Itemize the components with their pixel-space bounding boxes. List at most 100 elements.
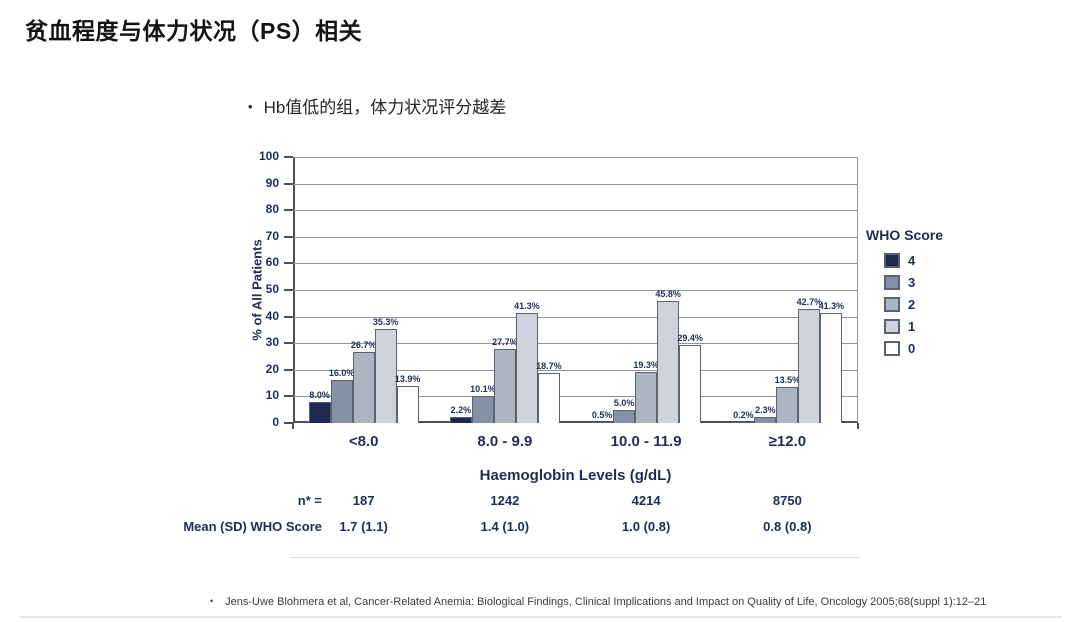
table-cell: 1.4 (1.0) bbox=[480, 519, 530, 534]
bullet-icon: • bbox=[248, 99, 253, 114]
citation-bullet-icon: • bbox=[210, 596, 214, 606]
y-axis-tick-label: 90 bbox=[265, 175, 279, 190]
legend-title: WHO Score bbox=[866, 227, 944, 243]
bar-value-label: 42.7% bbox=[796, 297, 823, 308]
bar-value-label: 16.0% bbox=[328, 368, 355, 379]
bar-value-label: 2.3% bbox=[755, 404, 776, 415]
legend-label: 3 bbox=[908, 275, 916, 290]
bar-value-label: 41.3% bbox=[514, 301, 540, 312]
table-row-label: n* = bbox=[297, 493, 322, 508]
bar bbox=[449, 417, 472, 423]
y-axis-tick-label: 40 bbox=[265, 308, 279, 323]
bar bbox=[798, 309, 821, 423]
bar-value-label: 26.7% bbox=[350, 339, 377, 350]
bar bbox=[493, 349, 516, 423]
y-axis-tick-label: 30 bbox=[265, 335, 279, 350]
x-axis-title: Haemoglobin Levels (g/dL) bbox=[479, 467, 672, 484]
bar bbox=[330, 380, 353, 423]
bar bbox=[515, 313, 538, 423]
x-axis-category-label: <8.0 bbox=[348, 433, 379, 450]
bar bbox=[591, 421, 614, 423]
y-axis-tick bbox=[284, 156, 293, 158]
y-axis-tick bbox=[284, 262, 293, 265]
bar bbox=[776, 387, 799, 423]
citation-text: Jens-Uwe Blohmera et al, Cancer-Related … bbox=[225, 596, 987, 608]
page-title: 贫血程度与体力状况（PS）相关 bbox=[25, 18, 363, 44]
bar bbox=[679, 344, 702, 423]
bar bbox=[732, 422, 755, 424]
y-axis-tick-label: 0 bbox=[272, 415, 279, 429]
x-axis-category-label: ≥12.0 bbox=[768, 433, 807, 450]
legend-label: 2 bbox=[908, 297, 916, 312]
bar-value-label: 2.2% bbox=[450, 405, 472, 416]
y-axis-tick-label: 50 bbox=[265, 282, 279, 296]
bar bbox=[613, 409, 636, 423]
table-divider bbox=[290, 557, 860, 558]
gridline bbox=[293, 369, 858, 371]
bar-value-label: 0.2% bbox=[733, 410, 754, 421]
y-axis-tick bbox=[284, 315, 293, 318]
y-axis-tick-label: 100 bbox=[258, 149, 279, 163]
y-axis-tick-label: 70 bbox=[265, 228, 279, 243]
bullet-point: • Hb值低的组，体力状况评分越差 bbox=[248, 93, 506, 118]
gridline bbox=[293, 396, 858, 398]
bar bbox=[754, 416, 777, 423]
gridline bbox=[293, 263, 858, 265]
table-cell: 1.7 (1.1) bbox=[339, 519, 388, 534]
bottom-divider bbox=[20, 616, 1062, 618]
y-axis-tick bbox=[284, 182, 293, 185]
bar-value-label: 19.3% bbox=[633, 359, 659, 370]
bar-value-label: 29.4% bbox=[677, 332, 703, 343]
bar bbox=[635, 371, 658, 423]
y-axis-title: % of All Patients bbox=[249, 239, 265, 341]
gridline bbox=[293, 343, 858, 345]
bar-value-label: 0.5% bbox=[591, 409, 613, 420]
gridline bbox=[293, 236, 858, 238]
bar bbox=[820, 313, 843, 423]
bar-value-label: 18.7% bbox=[536, 361, 562, 372]
table-cell: 187 bbox=[352, 493, 375, 508]
table-cell: 1.0 (0.8) bbox=[621, 519, 671, 534]
gridline bbox=[293, 290, 858, 291]
bar-value-label: 13.5% bbox=[774, 375, 801, 386]
citation: • Jens-Uwe Blohmera et al, Cancer-Related… bbox=[210, 596, 986, 608]
bar-value-label: 27.7% bbox=[492, 337, 518, 348]
y-axis-tick-label: 20 bbox=[265, 361, 279, 376]
y-axis-tick-label: 60 bbox=[265, 255, 279, 270]
table-cell: 4214 bbox=[631, 493, 661, 508]
legend-label: 0 bbox=[908, 341, 916, 356]
legend-swatch bbox=[884, 297, 900, 312]
y-axis-tick bbox=[284, 368, 293, 371]
bar bbox=[657, 301, 680, 423]
y-axis-tick bbox=[284, 235, 293, 238]
legend-swatch bbox=[884, 319, 900, 334]
y-axis-tick bbox=[284, 289, 293, 291]
y-axis-tick bbox=[284, 342, 293, 345]
bar bbox=[396, 386, 419, 423]
bar-value-label: 45.8% bbox=[655, 289, 681, 300]
table-cell: 1242 bbox=[490, 493, 520, 508]
legend-label: 1 bbox=[908, 319, 916, 334]
bar-value-label: 13.9% bbox=[394, 374, 421, 385]
table-cell: 8750 bbox=[772, 493, 802, 508]
gridline bbox=[293, 183, 858, 185]
legend-swatch bbox=[884, 253, 900, 268]
x-axis-tick bbox=[857, 423, 859, 429]
bar bbox=[537, 373, 560, 423]
bar bbox=[471, 396, 494, 423]
y-axis-tick-label: 80 bbox=[265, 202, 279, 217]
bar-value-label: 41.3% bbox=[818, 301, 845, 312]
y-axis-tick bbox=[284, 209, 293, 212]
x-axis-tick bbox=[292, 423, 294, 429]
legend-swatch bbox=[884, 275, 900, 290]
bullet-text: Hb值低的组，体力状况评分越差 bbox=[263, 98, 507, 117]
y-axis-tick bbox=[284, 422, 293, 424]
bar-value-label: 10.1% bbox=[470, 384, 496, 395]
bar-value-label: 5.0% bbox=[613, 397, 635, 408]
y-axis-tick bbox=[284, 395, 293, 398]
x-axis-category-label: 8.0 - 9.9 bbox=[477, 433, 533, 450]
legend-label: 4 bbox=[908, 253, 916, 268]
bar bbox=[352, 351, 375, 423]
